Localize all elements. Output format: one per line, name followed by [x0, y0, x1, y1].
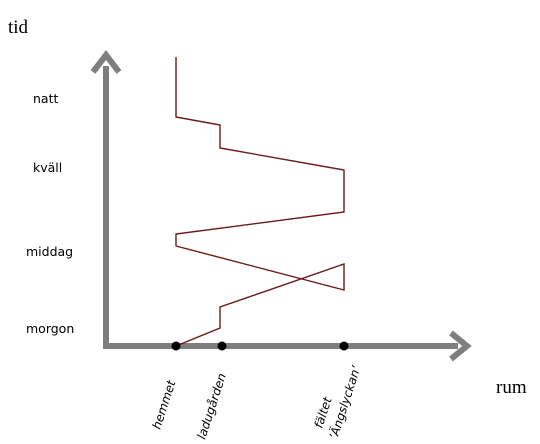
time-label-morgon: morgon: [26, 321, 74, 336]
axes: [90, 50, 472, 362]
time-label-middag: middag: [26, 244, 73, 259]
place-point-faltet: [339, 341, 349, 351]
space-time-path: [175, 57, 345, 347]
time-label-kvall: kväll: [33, 160, 62, 175]
place-point-ladugarden: [217, 341, 227, 351]
y-axis-label: tid: [8, 17, 29, 38]
x-axis-label: rum: [496, 377, 527, 398]
x-axis-arrowhead: [449, 330, 472, 362]
y-axis-arrowhead: [90, 50, 122, 74]
time-label-natt: natt: [33, 91, 58, 106]
place-label-hemmet: hemmet: [150, 377, 179, 431]
place-label-ladugarden: ladugården: [195, 372, 229, 441]
place-point-hemmet: [171, 341, 181, 351]
